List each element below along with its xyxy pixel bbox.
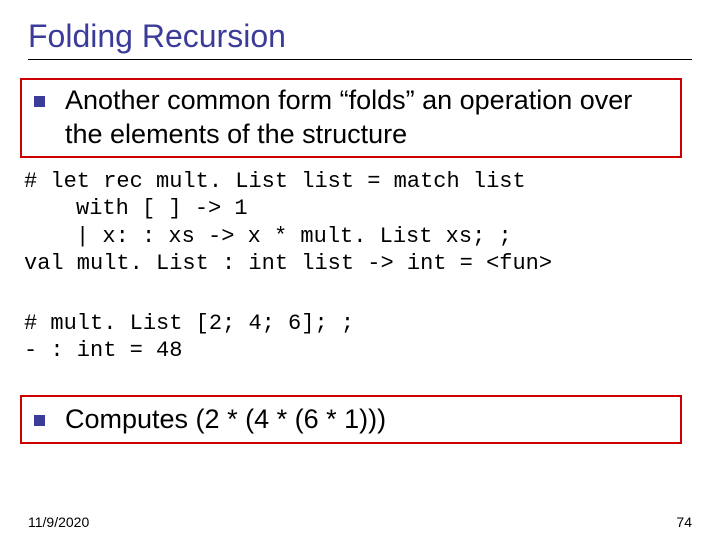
bullet-row-2: Computes (2 * (4 * (6 * 1))) — [28, 403, 670, 437]
highlight-box-bullet-1: Another common form “folds” an operation… — [20, 78, 682, 158]
code-line: mult. List [2; 4; 6]; ; — [50, 311, 354, 336]
square-bullet-icon — [34, 415, 45, 426]
footer-page: 74 — [676, 514, 692, 530]
code-prompt: - — [24, 338, 50, 363]
highlight-box-bullet-2: Computes (2 * (4 * (6 * 1))) — [20, 395, 682, 445]
slide-title: Folding Recursion — [28, 18, 692, 55]
bullet-row-1: Another common form “folds” an operation… — [28, 84, 670, 152]
bullet-text-2: Computes (2 * (4 * (6 * 1))) — [65, 403, 386, 437]
title-underline — [28, 59, 692, 60]
code-block-1: # let rec mult. List list = match listwi… — [24, 168, 692, 278]
code-line: : int = 48 — [50, 338, 182, 363]
slide: Folding Recursion Another common form “f… — [0, 0, 720, 540]
code-line: val mult. List : int list -> int = <fun> — [24, 250, 692, 278]
code-line: let rec mult. List list = match list — [50, 169, 525, 194]
code-prompt: # — [24, 311, 50, 336]
code-line: with [ ] -> 1 — [24, 195, 248, 223]
code-prompt: # — [24, 169, 50, 194]
footer-date: 11/9/2020 — [28, 514, 89, 530]
square-bullet-icon — [34, 96, 45, 107]
code-line: | x: : xs -> x * mult. List xs; ; — [24, 223, 512, 251]
slide-footer: 11/9/2020 74 — [28, 514, 692, 530]
code-block-2: # mult. List [2; 4; 6]; ;- : int = 48 — [24, 310, 692, 365]
bullet-text-1: Another common form “folds” an operation… — [65, 84, 670, 152]
